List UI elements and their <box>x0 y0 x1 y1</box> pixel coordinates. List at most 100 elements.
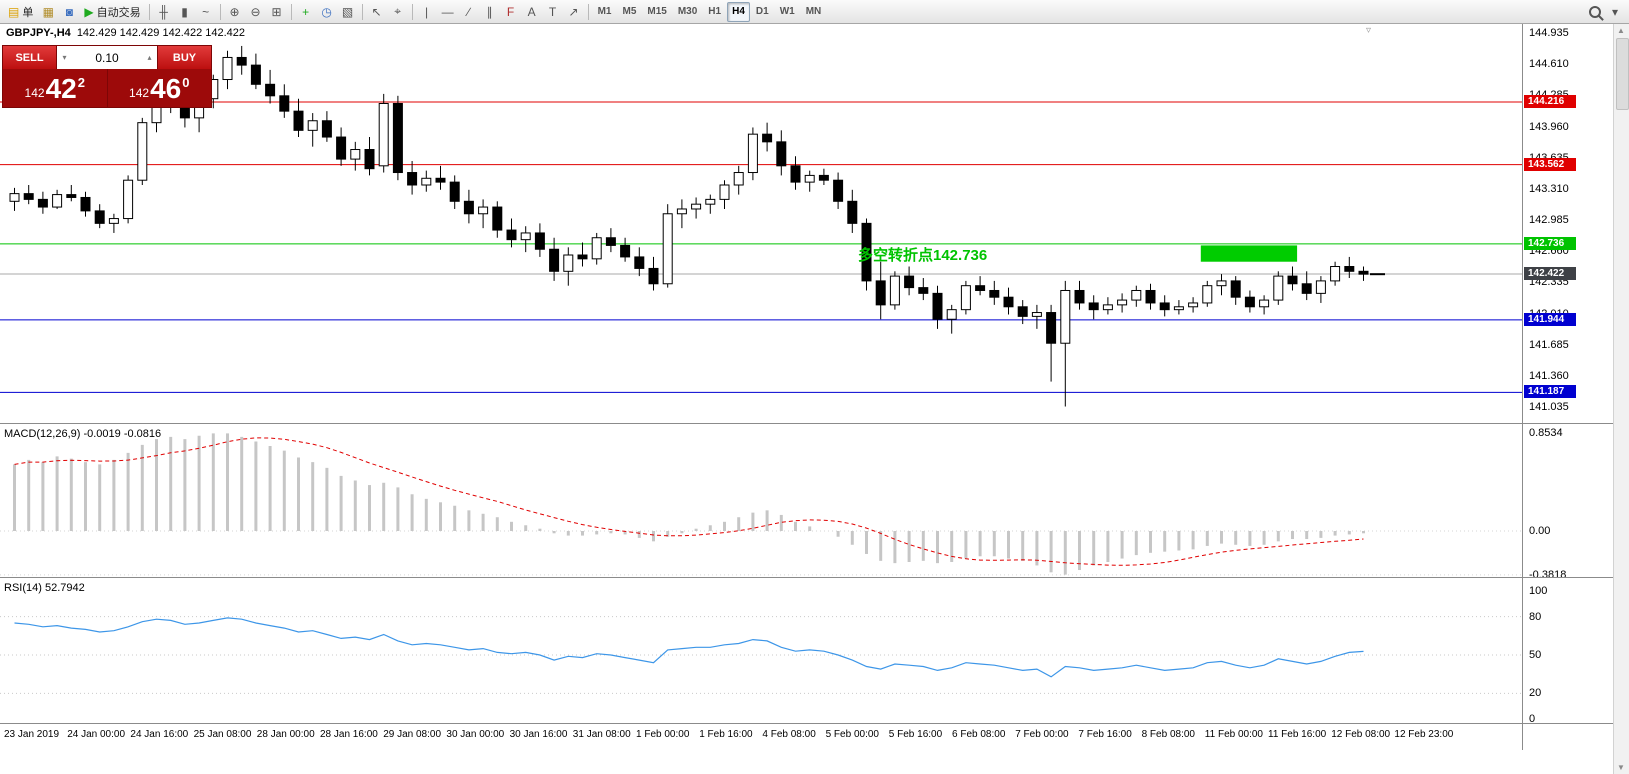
price-level-chip: 143.562 <box>1524 157 1576 171</box>
trendline-button[interactable]: ∕ <box>459 2 479 22</box>
chart-shift-marker[interactable]: ▿ <box>1366 25 1372 36</box>
profiles-button[interactable]: ◙ <box>59 2 79 22</box>
fibonacci-button[interactable]: F <box>501 2 521 22</box>
time-axis-label: 11 Feb 00:00 <box>1204 729 1263 740</box>
templates-button[interactable]: ▧ <box>338 2 358 22</box>
time-axis-label: 24 Jan 16:00 <box>130 729 189 740</box>
time-axis-label: 4 Feb 08:00 <box>762 729 816 740</box>
pane-separator[interactable] <box>0 577 1613 578</box>
horizontal-line-icon: — <box>441 4 454 19</box>
price-level-chip: 144.216 <box>1524 94 1576 108</box>
buy-price-point: 0 <box>182 75 190 90</box>
chart-symbol-header: GBPJPY-,H4 142.429 142.429 142.422 142.42… <box>6 27 245 39</box>
time-axis-label: 23 Jan 2019 <box>4 729 60 740</box>
rsi-label: RSI(14) 52.7942 <box>4 582 85 594</box>
time-axis-label: 31 Jan 08:00 <box>572 729 631 740</box>
time-axis-label: 29 Jan 08:00 <box>383 729 442 740</box>
lot-size-field[interactable]: ▾ 0.10 ▴ <box>56 46 158 69</box>
time-axis-label: 8 Feb 08:00 <box>1141 729 1195 740</box>
channel-button[interactable]: ∥ <box>480 2 500 22</box>
one-click-trading-panel: SELL ▾ 0.10 ▴ BUY 142 42 2 142 46 0 <box>2 45 212 108</box>
horizontal-line-button[interactable]: — <box>438 2 458 22</box>
text-button[interactable]: A <box>522 2 542 22</box>
timeframe-h4-button[interactable]: H4 <box>727 1 750 22</box>
tile-windows-button[interactable]: ⊞ <box>267 2 287 22</box>
arrows-icon: ↗ <box>568 4 579 19</box>
timeframe-m5-button[interactable]: M5 <box>622 6 637 17</box>
arrows-button[interactable]: ↗ <box>564 2 584 22</box>
pane-separator[interactable] <box>0 723 1613 724</box>
templates-icon: ▧ <box>341 4 354 19</box>
timeframe-m30-button[interactable]: M30 <box>677 6 698 17</box>
new-order-button[interactable]: ▤ 单 <box>4 2 37 22</box>
time-axis-label: 30 Jan 00:00 <box>446 729 505 740</box>
price-axis[interactable]: 144.935144.610144.285143.960143.635143.3… <box>1522 24 1614 750</box>
toolbar-right: ▾ <box>1585 2 1625 22</box>
zoom-in-icon: ⊕ <box>229 4 240 19</box>
periods-button[interactable]: ◷ <box>317 2 337 22</box>
buy-price-whole: 142 <box>129 86 150 100</box>
bar-chart-button[interactable]: ╫ <box>154 2 174 22</box>
timeframe-mn-button[interactable]: MN <box>805 6 822 17</box>
vertical-scrollbar[interactable]: ▲ ▼ <box>1613 24 1629 774</box>
axis-label: 20 <box>1529 687 1542 700</box>
buy-button[interactable]: BUY <box>158 46 211 69</box>
axis-label: 144.935 <box>1529 27 1569 39</box>
rsi-indicator-chart[interactable] <box>0 579 1522 723</box>
axis-label: 0.00 <box>1529 525 1551 537</box>
sell-button[interactable]: SELL <box>3 46 56 69</box>
price-chart[interactable] <box>0 24 1522 423</box>
axis-label: 143.310 <box>1529 182 1569 195</box>
timeframe-m15-button[interactable]: M15 <box>647 6 667 17</box>
time-axis-label: 1 Feb 00:00 <box>636 729 690 740</box>
indicators-button[interactable]: + <box>296 2 316 22</box>
time-axis-label: 28 Jan 00:00 <box>256 729 315 740</box>
time-axis-label: 28 Jan 16:00 <box>320 729 378 740</box>
time-axis-label: 6 Feb 08:00 <box>952 729 1006 740</box>
timeframe-w1-button[interactable]: W1 <box>779 6 795 17</box>
crosshair-button[interactable]: ⌖ <box>388 2 408 22</box>
lot-increase-icon[interactable]: ▴ <box>147 53 152 62</box>
sell-price-pips: 42 <box>45 73 77 104</box>
cursor-button[interactable]: ↖ <box>367 2 387 22</box>
pane-separator[interactable] <box>0 423 1613 424</box>
axis-label: 143.960 <box>1529 120 1569 133</box>
lot-size-value[interactable]: 0.10 <box>95 50 119 65</box>
scroll-down-icon[interactable]: ▼ <box>1617 763 1625 772</box>
label-button[interactable]: T <box>543 2 563 22</box>
sell-price[interactable]: 142 42 2 <box>3 69 107 107</box>
search-button[interactable] <box>1585 2 1605 22</box>
lot-decrease-icon[interactable]: ▾ <box>62 53 67 62</box>
timeframe-h1-button[interactable]: H1 <box>708 6 722 17</box>
sell-price-point: 2 <box>77 75 85 90</box>
toolbar-overflow-button[interactable]: ▾ <box>1611 4 1619 19</box>
buy-price[interactable]: 142 46 0 <box>106 69 212 107</box>
price-level-chip: 142.736 <box>1524 236 1576 250</box>
autotrading-button-label: 自动交易 <box>96 6 141 19</box>
time-axis-label: 24 Jan 00:00 <box>67 729 126 740</box>
time-axis-label: 1 Feb 16:00 <box>699 729 753 740</box>
zoom-out-button[interactable]: ⊖ <box>246 2 266 22</box>
pivot-annotation: 多空转折点142.736 <box>858 247 988 264</box>
timeframe-m1-button[interactable]: M1 <box>597 6 612 17</box>
fibonacci-icon: F <box>506 4 515 19</box>
new-order-icon: ▤ <box>8 4 20 19</box>
zoom-in-button[interactable]: ⊕ <box>225 2 245 22</box>
vertical-line-button[interactable]: | <box>417 2 437 22</box>
channel-icon: ∥ <box>486 4 493 19</box>
candlestick-chart-button[interactable]: ▮ <box>175 2 195 22</box>
time-axis-label: 5 Feb 00:00 <box>825 729 879 740</box>
axis-label: 141.035 <box>1529 401 1569 413</box>
scroll-up-icon[interactable]: ▲ <box>1617 26 1625 35</box>
macd-indicator-chart[interactable] <box>0 425 1522 577</box>
charts-button[interactable]: ▦ <box>38 2 58 22</box>
time-axis[interactable]: 23 Jan 2019 24 Jan 00:00 24 Jan 16:00 25 Ja… <box>0 724 1613 750</box>
trendline-icon: ∕ <box>467 4 470 19</box>
autotrading-button[interactable]: ▶ 自动交易 <box>80 2 144 22</box>
time-axis-label: 5 Feb 16:00 <box>888 729 943 740</box>
scrollbar-thumb[interactable] <box>1616 38 1629 110</box>
time-axis-label: 7 Feb 16:00 <box>1078 729 1132 740</box>
line-chart-button[interactable]: ~ <box>196 2 216 22</box>
timeframe-d1-button[interactable]: D1 <box>755 6 769 17</box>
zoom-out-icon: ⊖ <box>250 4 261 19</box>
